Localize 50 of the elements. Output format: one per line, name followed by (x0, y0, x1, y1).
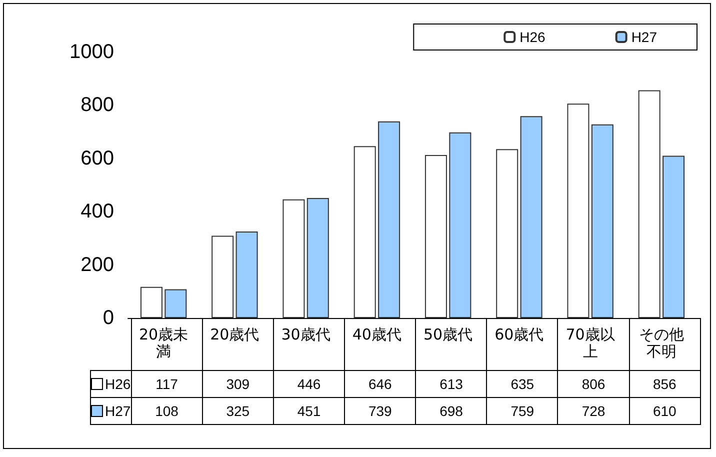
data-label: 856 (629, 370, 700, 397)
x-tick-label: 70歳以上 (566, 326, 615, 360)
bar (662, 156, 685, 318)
bar (496, 149, 518, 318)
legend-label: H26 (520, 29, 546, 45)
data-label: 759 (486, 397, 558, 424)
data-label: 446 (273, 370, 345, 397)
data-label: 325 (202, 397, 274, 424)
text: H26 (105, 376, 131, 392)
text: H27 (105, 402, 131, 418)
bar (424, 154, 447, 318)
bar (164, 289, 187, 318)
data-label: 610 (629, 397, 700, 424)
data-label: 739 (344, 397, 416, 424)
bar (354, 146, 376, 318)
y-tick-label: 0 (102, 307, 114, 329)
data-label: 613 (416, 370, 487, 397)
x-tick-label: 50歳代 (424, 326, 473, 344)
y-tick-label: 1000 (70, 41, 114, 63)
y-tick-label: 400 (80, 200, 114, 223)
bar (306, 198, 329, 318)
bar (591, 124, 614, 318)
x-tick-label: 40歳代 (352, 326, 402, 344)
x-tick-label: 60歳代 (494, 326, 544, 344)
x-tick-label: 20歳代 (210, 326, 260, 344)
data-label: 806 (558, 370, 630, 397)
data-label: 635 (486, 370, 558, 397)
x-tick-label: 30歳代 (281, 326, 330, 344)
x-tick-label: 20歳未満 (139, 326, 188, 360)
bar (212, 236, 234, 318)
bar (449, 132, 472, 318)
bar (282, 199, 305, 318)
data-label: 451 (273, 397, 345, 424)
data-label: 698 (416, 397, 487, 424)
bar (638, 90, 660, 318)
data-label: 108 (131, 397, 202, 424)
y-tick-label: 200 (80, 254, 114, 276)
bar (236, 232, 258, 318)
data-label: 646 (344, 370, 416, 397)
bar (378, 121, 400, 318)
data-label: 728 (558, 397, 630, 424)
y-tick-label: 800 (80, 94, 114, 116)
y-tick-label: 600 (80, 147, 114, 170)
bar (140, 286, 162, 318)
data-label: 309 (202, 370, 274, 397)
data-label: 117 (131, 370, 202, 397)
x-tick-label: その他不明 (638, 326, 684, 360)
bar (520, 116, 542, 318)
legend-label: H27 (631, 29, 658, 45)
bar (567, 104, 590, 318)
